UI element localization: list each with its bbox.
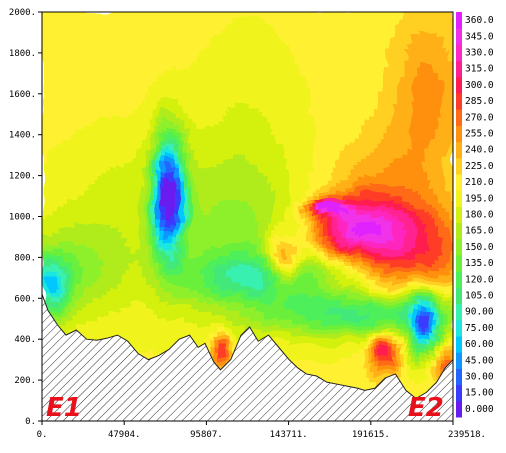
colorbar-swatch	[456, 60, 462, 78]
colorbar-label: 360.0	[465, 15, 494, 26]
colorbar-label: 60.00	[465, 339, 494, 350]
colorbar-label: 240.0	[465, 145, 494, 156]
y-tick-label: 2000.	[9, 8, 36, 18]
label-e1: E1	[46, 393, 82, 423]
colorbar-label: 30.00	[465, 372, 494, 383]
colorbar-swatch	[456, 93, 462, 110]
colorbar-swatch	[456, 255, 462, 272]
y-tick-label: 1800.	[9, 49, 36, 59]
y-tick-label: 0.	[25, 417, 36, 427]
colorbar-swatch	[456, 12, 462, 29]
colorbar-label: 195.0	[465, 193, 494, 204]
colorbar-label: 345.0	[465, 31, 494, 42]
colorbar-swatch	[456, 303, 462, 321]
label-e2: E2	[408, 393, 444, 423]
colorbar-label: 120.0	[465, 274, 494, 285]
y-tick-label: 200.	[14, 376, 36, 386]
colorbar-swatch	[456, 44, 462, 62]
colorbar-swatch	[456, 400, 462, 418]
colorbar-label: 150.0	[465, 242, 494, 253]
colorbar-swatch	[456, 368, 462, 386]
colorbar-label: 270.0	[465, 112, 494, 123]
terrain-hatched	[42, 294, 453, 421]
x-axis: 0. 47904. 95807. 143711. 191615. 239518.	[37, 421, 486, 440]
colorbar-label: 255.0	[465, 129, 494, 140]
y-tick-label: 1600.	[9, 90, 36, 100]
y-tick-label: 800.	[14, 253, 36, 263]
colorbar-label: 165.0	[465, 226, 494, 237]
colorbar-swatch	[456, 109, 462, 126]
x-tick-label: 143711.	[270, 430, 308, 440]
colorbar-swatch	[456, 384, 462, 402]
y-tick-label: 600.	[14, 294, 36, 304]
x-tick-label: 239518.	[448, 430, 486, 440]
colorbar-swatch	[456, 141, 462, 159]
colorbar-swatch	[456, 206, 462, 224]
colorbar-label: 75.00	[465, 323, 494, 334]
colorbar-label: 315.0	[465, 64, 494, 75]
colorbar-label: 15.00	[465, 388, 494, 399]
colorbar-swatch	[456, 352, 462, 369]
y-tick-label: 400.	[14, 335, 36, 345]
colorbar-label: 0.000	[465, 404, 494, 415]
colorbar-swatch	[456, 125, 462, 143]
y-tick-label: 1000.	[9, 213, 36, 223]
colorbar-swatch	[456, 222, 462, 240]
colorbar-label: 90.00	[465, 307, 494, 318]
colorbar-label: 180.0	[465, 210, 494, 221]
colorbar-swatch	[456, 28, 462, 45]
colorbar-swatch	[456, 157, 462, 175]
colorbar-label: 285.0	[465, 96, 494, 107]
colorbar: 0.000 15.00 30.00 45.00 60.00 75.00 90.00 105.0…	[456, 12, 494, 418]
colorbar-swatch	[456, 238, 462, 256]
colorbar-swatch	[456, 76, 462, 94]
colorbar-swatch	[456, 190, 462, 207]
colorbar-label: 330.0	[465, 48, 494, 59]
colorbar-swatch	[456, 319, 462, 337]
y-tick-label: 1200.	[9, 172, 36, 182]
colorbar-label: 225.0	[465, 161, 494, 172]
x-tick-label: 191615.	[352, 430, 390, 440]
colorbar-label: 45.00	[465, 355, 494, 366]
colorbar-label: 300.0	[465, 80, 494, 91]
colorbar-swatch	[456, 336, 462, 353]
colorbar-label: 210.0	[465, 177, 494, 188]
colorbar-swatch	[456, 287, 462, 305]
x-tick-label: 0.	[37, 430, 48, 440]
colorbar-swatch	[456, 271, 462, 288]
colorbar-label: 105.0	[465, 291, 494, 302]
y-axis: 0. 200. 400. 600. 800. 1000. 1200. 1400. 1600. 18…	[9, 8, 42, 427]
x-tick-label: 47904.	[108, 430, 141, 440]
colorbar-swatch	[456, 174, 462, 191]
x-tick-label: 95807.	[190, 430, 223, 440]
y-tick-label: 1400.	[9, 131, 36, 141]
colorbar-label: 135.0	[465, 258, 494, 269]
